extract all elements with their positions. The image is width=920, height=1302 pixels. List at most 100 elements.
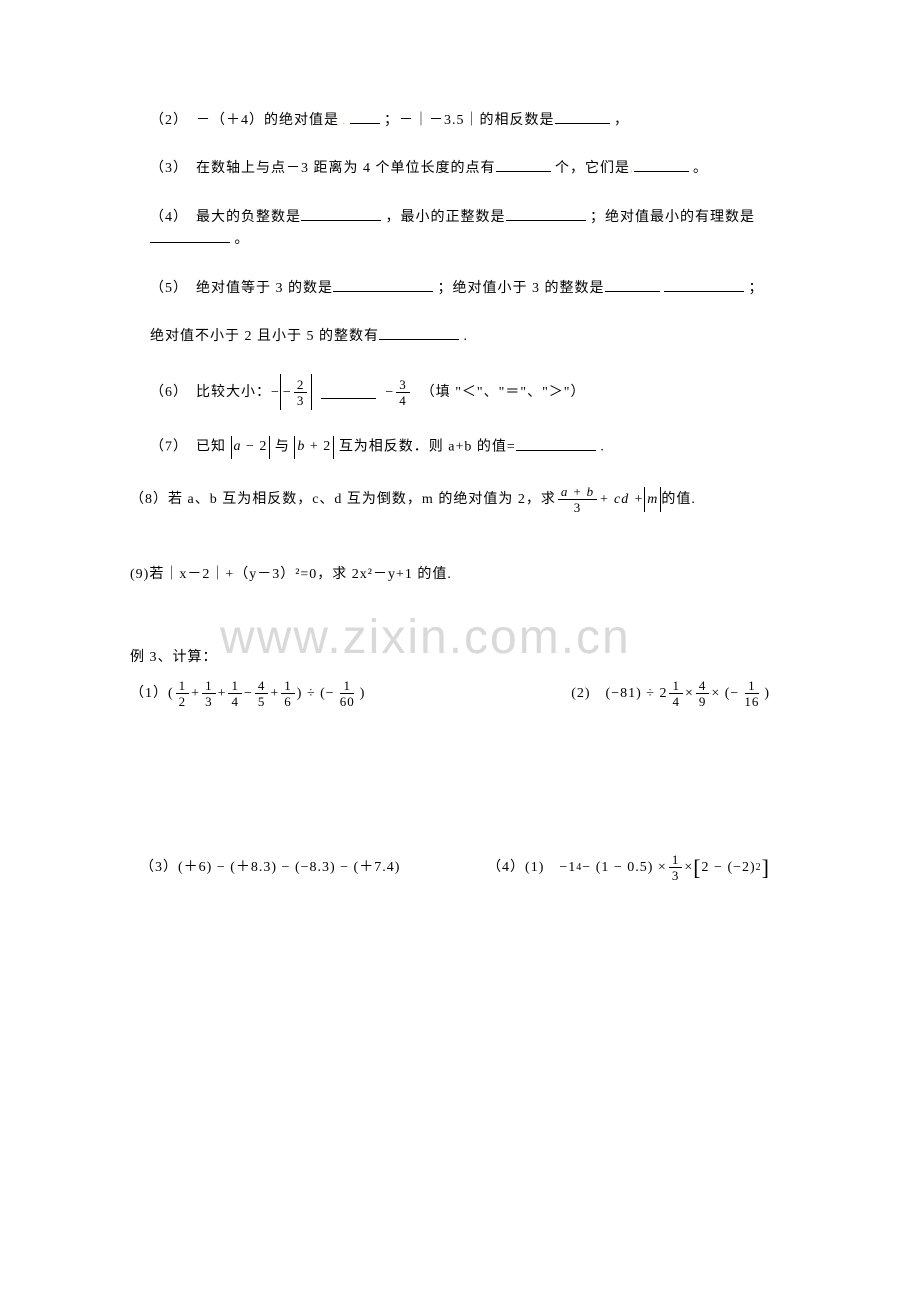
q7-mid2: 互为相反数．则 a+b 的值= xyxy=(339,440,516,455)
p1-f6: 160 xyxy=(337,679,358,708)
p1-label: （1） xyxy=(130,681,168,706)
ex3-p3: （3）(＋6) − (＋8.3) − (−8.3) − (＋7.4) xyxy=(140,857,400,879)
q7-mid1: 与 xyxy=(275,440,290,455)
p1f3d: 4 xyxy=(228,694,242,708)
q5-prefix: （5） 绝对值等于 3 的数是 xyxy=(150,281,333,296)
q3-suffix: 。 xyxy=(693,161,708,176)
q2-prefix: （2） －（＋4）的绝对值是 xyxy=(150,113,339,128)
q6-neg1: − xyxy=(271,380,280,405)
p2-f2: 49 xyxy=(696,679,710,708)
bracket-close-icon: ] xyxy=(762,848,770,888)
p2f2d: 9 xyxy=(696,694,710,708)
q5b-suffix: . xyxy=(464,329,469,344)
p2f3d: 16 xyxy=(741,694,762,708)
q6-neg2: − xyxy=(385,380,394,405)
question-5: （5） 绝对值等于 3 的数是 ；绝对值小于 3 的整数是 ； xyxy=(150,278,770,300)
ex3-p2: (2) (−81) ÷ 2 14 × 49 × (− 116 ) xyxy=(571,679,770,708)
p2-f1: 14 xyxy=(669,679,683,708)
q6-f2n: 3 xyxy=(396,378,410,393)
q6-prefix: （6） 比较大小： xyxy=(150,380,271,405)
p4fd: 3 xyxy=(669,868,683,882)
q3-blank2 xyxy=(634,158,689,172)
q7-abs2: b + 2 xyxy=(294,436,334,458)
q8-abs: m xyxy=(644,487,661,512)
p1f1d: 2 xyxy=(176,694,190,708)
q3-mid: 个，它们是 xyxy=(555,161,630,176)
p1f5d: 6 xyxy=(281,694,295,708)
p2-label: (2) (−81) ÷ 2 xyxy=(571,681,667,706)
ex3-p4: （4）(1) −14 − (1 − 0.5) × 13 × [ 2 − (−2)… xyxy=(487,848,770,888)
q7-blank xyxy=(516,437,596,451)
q6-frac2: 3 4 xyxy=(396,378,410,407)
q4-suffix: 。 xyxy=(235,232,250,247)
q6-abs: − 2 3 xyxy=(280,374,312,410)
q8-fn: a + b xyxy=(558,485,597,500)
question-8: （8）若 a、b 互为相反数，c、d 互为倒数，m 的绝对值为 2，求 a + … xyxy=(130,485,770,514)
question-7: （7） 已知 a − 2 与 b + 2 互为相反数．则 a+b 的值= . xyxy=(150,436,770,459)
q2-suffix: ， xyxy=(614,113,629,128)
q2-blank1 xyxy=(350,110,380,124)
question-3: （3） 在数轴上与点－3 距离为 4 个单位长度的点有 个，它们是. 。 xyxy=(150,158,770,180)
question-4: （4） 最大的负整数是 ，最小的正整数是 ；绝对值最小的有理数是 。 xyxy=(150,207,770,252)
ex3-row1: （1）( 12 + 13 + 14 − 45 + 16 ) ÷ (− 160 )… xyxy=(130,679,770,708)
p2f1n: 1 xyxy=(669,679,683,694)
p1-f3: 14 xyxy=(228,679,242,708)
q4-blank1 xyxy=(301,207,381,221)
q7-abs1: a − 2 xyxy=(231,436,271,458)
q2-mid: ；－｜－3.5｜的相反数是 xyxy=(384,113,555,128)
p1f3n: 1 xyxy=(228,679,242,694)
p1f1n: 1 xyxy=(176,679,190,694)
dot-icon: . xyxy=(339,116,350,127)
q7-suffix: . xyxy=(600,440,605,455)
ex3-p1: （1）( 12 + 13 + 14 − 45 + 16 ) ÷ (− 160 ) xyxy=(130,679,365,708)
p4-t2: × xyxy=(684,855,693,880)
q4-mid2: ；绝对值最小的有理数是 xyxy=(590,210,755,225)
q4-mid1: ，最小的正整数是 xyxy=(386,210,506,225)
q6-f1d: 3 xyxy=(294,393,308,407)
q5b-blank xyxy=(379,326,459,340)
bracket-open-icon: [ xyxy=(693,848,701,888)
p1f4d: 5 xyxy=(255,694,269,708)
p2-f3: 116 xyxy=(741,679,762,708)
q6-frac1: 2 3 xyxy=(294,378,308,407)
p1f6n: 1 xyxy=(340,679,354,694)
p1f5n: 1 xyxy=(281,679,295,694)
q4-blank2 xyxy=(506,207,586,221)
question-9: (9)若｜x－2｜+（y－3）²=0，求 2x²－y+1 的值. xyxy=(130,564,770,586)
question-5b: 绝对值不小于 2 且小于 5 的整数有 . xyxy=(150,326,770,348)
p1-f4: 45 xyxy=(255,679,269,708)
q5b-prefix: 绝对值不小于 2 且小于 5 的整数有 xyxy=(150,329,379,344)
q7-b: b xyxy=(297,439,305,454)
q8-frac: a + b 3 xyxy=(558,485,597,514)
p4-t1: − (1 − 0.5) × xyxy=(582,855,667,880)
q8-suffix: 的值. xyxy=(661,487,696,512)
p1f4n: 4 xyxy=(255,679,269,694)
q6-blank xyxy=(321,385,376,399)
q2-blank2 xyxy=(555,110,610,124)
p1f2d: 3 xyxy=(202,694,216,708)
page-content: （2） －（＋4）的绝对值是 . ；－｜－3.5｜的相反数是 ， （3） 在数轴… xyxy=(150,110,770,888)
q7-a: a xyxy=(234,439,242,454)
q7-prefix: （7） 已知 xyxy=(150,440,226,455)
q8-prefix: （8）若 a、b 互为相反数，c、d 互为倒数，m 的绝对值为 2，求 xyxy=(130,487,556,512)
question-2: （2） －（＋4）的绝对值是 . ；－｜－3.5｜的相反数是 ， xyxy=(150,110,770,132)
p4-frac: 13 xyxy=(669,853,683,882)
q6-inner-neg: − xyxy=(283,380,292,405)
q3-blank1 xyxy=(496,158,551,172)
q7-b2: + 2 xyxy=(310,439,331,454)
q8-mid: + cd + xyxy=(599,487,644,512)
p1f2n: 1 xyxy=(202,679,216,694)
p1-f1: 12 xyxy=(176,679,190,708)
q5-blank3 xyxy=(664,278,744,292)
q8-fd: 3 xyxy=(571,500,585,514)
q7-a2: − 2 xyxy=(246,439,267,454)
p2f2n: 4 xyxy=(696,679,710,694)
p2f3n: 1 xyxy=(745,679,759,694)
q6-suffix: （填 "＜"、"＝"、"＞"） xyxy=(421,380,586,405)
q5-blank2 xyxy=(605,278,660,292)
ex3-row2: （3）(＋6) − (＋8.3) − (−8.3) − (＋7.4) （4）(1… xyxy=(140,848,770,888)
p4fn: 1 xyxy=(669,853,683,868)
p2f1d: 4 xyxy=(669,694,683,708)
p4-inner: 2 − (−2) xyxy=(702,855,756,880)
q6-f2d: 4 xyxy=(396,393,410,407)
